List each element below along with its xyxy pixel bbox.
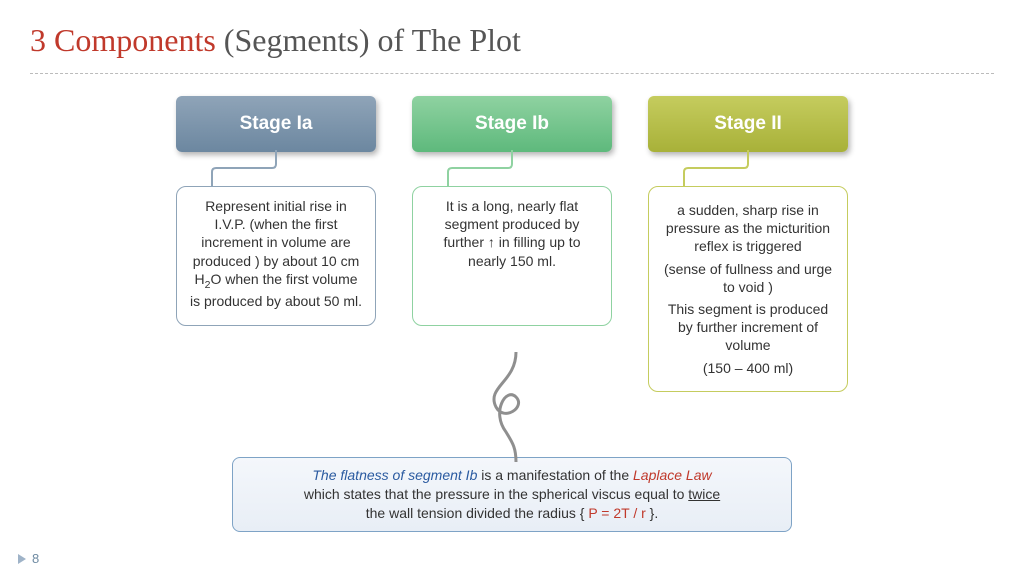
connector-ia — [176, 150, 376, 186]
divider — [30, 73, 994, 74]
footnote-line3-post: }. — [646, 505, 658, 521]
stage-header-ib: Stage Ib — [412, 96, 612, 152]
footer-triangle-icon — [18, 554, 26, 564]
page-footer: 8 — [18, 551, 39, 566]
stages-row: Stage Ia Represent initial rise in I.V.P… — [0, 96, 1024, 392]
stage-header-ii: Stage II — [648, 96, 848, 152]
connector-ii — [648, 150, 848, 186]
stage-col-ia: Stage Ia Represent initial rise in I.V.P… — [176, 96, 376, 392]
loop-connector-icon — [476, 352, 556, 462]
stage-col-ii: Stage II a sudden, sharp rise in pressur… — [648, 96, 848, 392]
footnote-line3-pre: the wall tension divided the radius { — [366, 505, 589, 521]
stage-label-ii: Stage II — [714, 113, 782, 135]
stage-body-ii: a sudden, sharp rise in pressure as the … — [648, 186, 848, 392]
footnote-formula: P = 2T / r — [588, 505, 645, 521]
footnote-italic-blue: The flatness of segment Ib — [312, 467, 477, 483]
title-red: 3 Components — [30, 22, 216, 58]
stage-label-ia: Stage Ia — [240, 113, 313, 135]
footnote-line1-mid: is a manifestation of the — [477, 467, 633, 483]
footnote-underline: twice — [688, 486, 720, 502]
stage-col-ib: Stage Ib It is a long, nearly flat segme… — [412, 96, 612, 392]
slide-title: 3 Components (Segments) of The Plot — [0, 0, 1024, 69]
stage-header-ia: Stage Ia — [176, 96, 376, 152]
footnote-box: The flatness of segment Ib is a manifest… — [232, 457, 792, 532]
title-gray: (Segments) of The Plot — [216, 22, 521, 58]
stage-label-ib: Stage Ib — [475, 113, 549, 135]
page-number: 8 — [32, 551, 39, 566]
stage-body-ib: It is a long, nearly flat segment produc… — [412, 186, 612, 326]
footnote-line2-pre: which states that the pressure in the sp… — [304, 486, 688, 502]
footnote-italic-red: Laplace Law — [633, 467, 712, 483]
stage-body-ia: Represent initial rise in I.V.P. (when t… — [176, 186, 376, 326]
connector-ib — [412, 150, 612, 186]
